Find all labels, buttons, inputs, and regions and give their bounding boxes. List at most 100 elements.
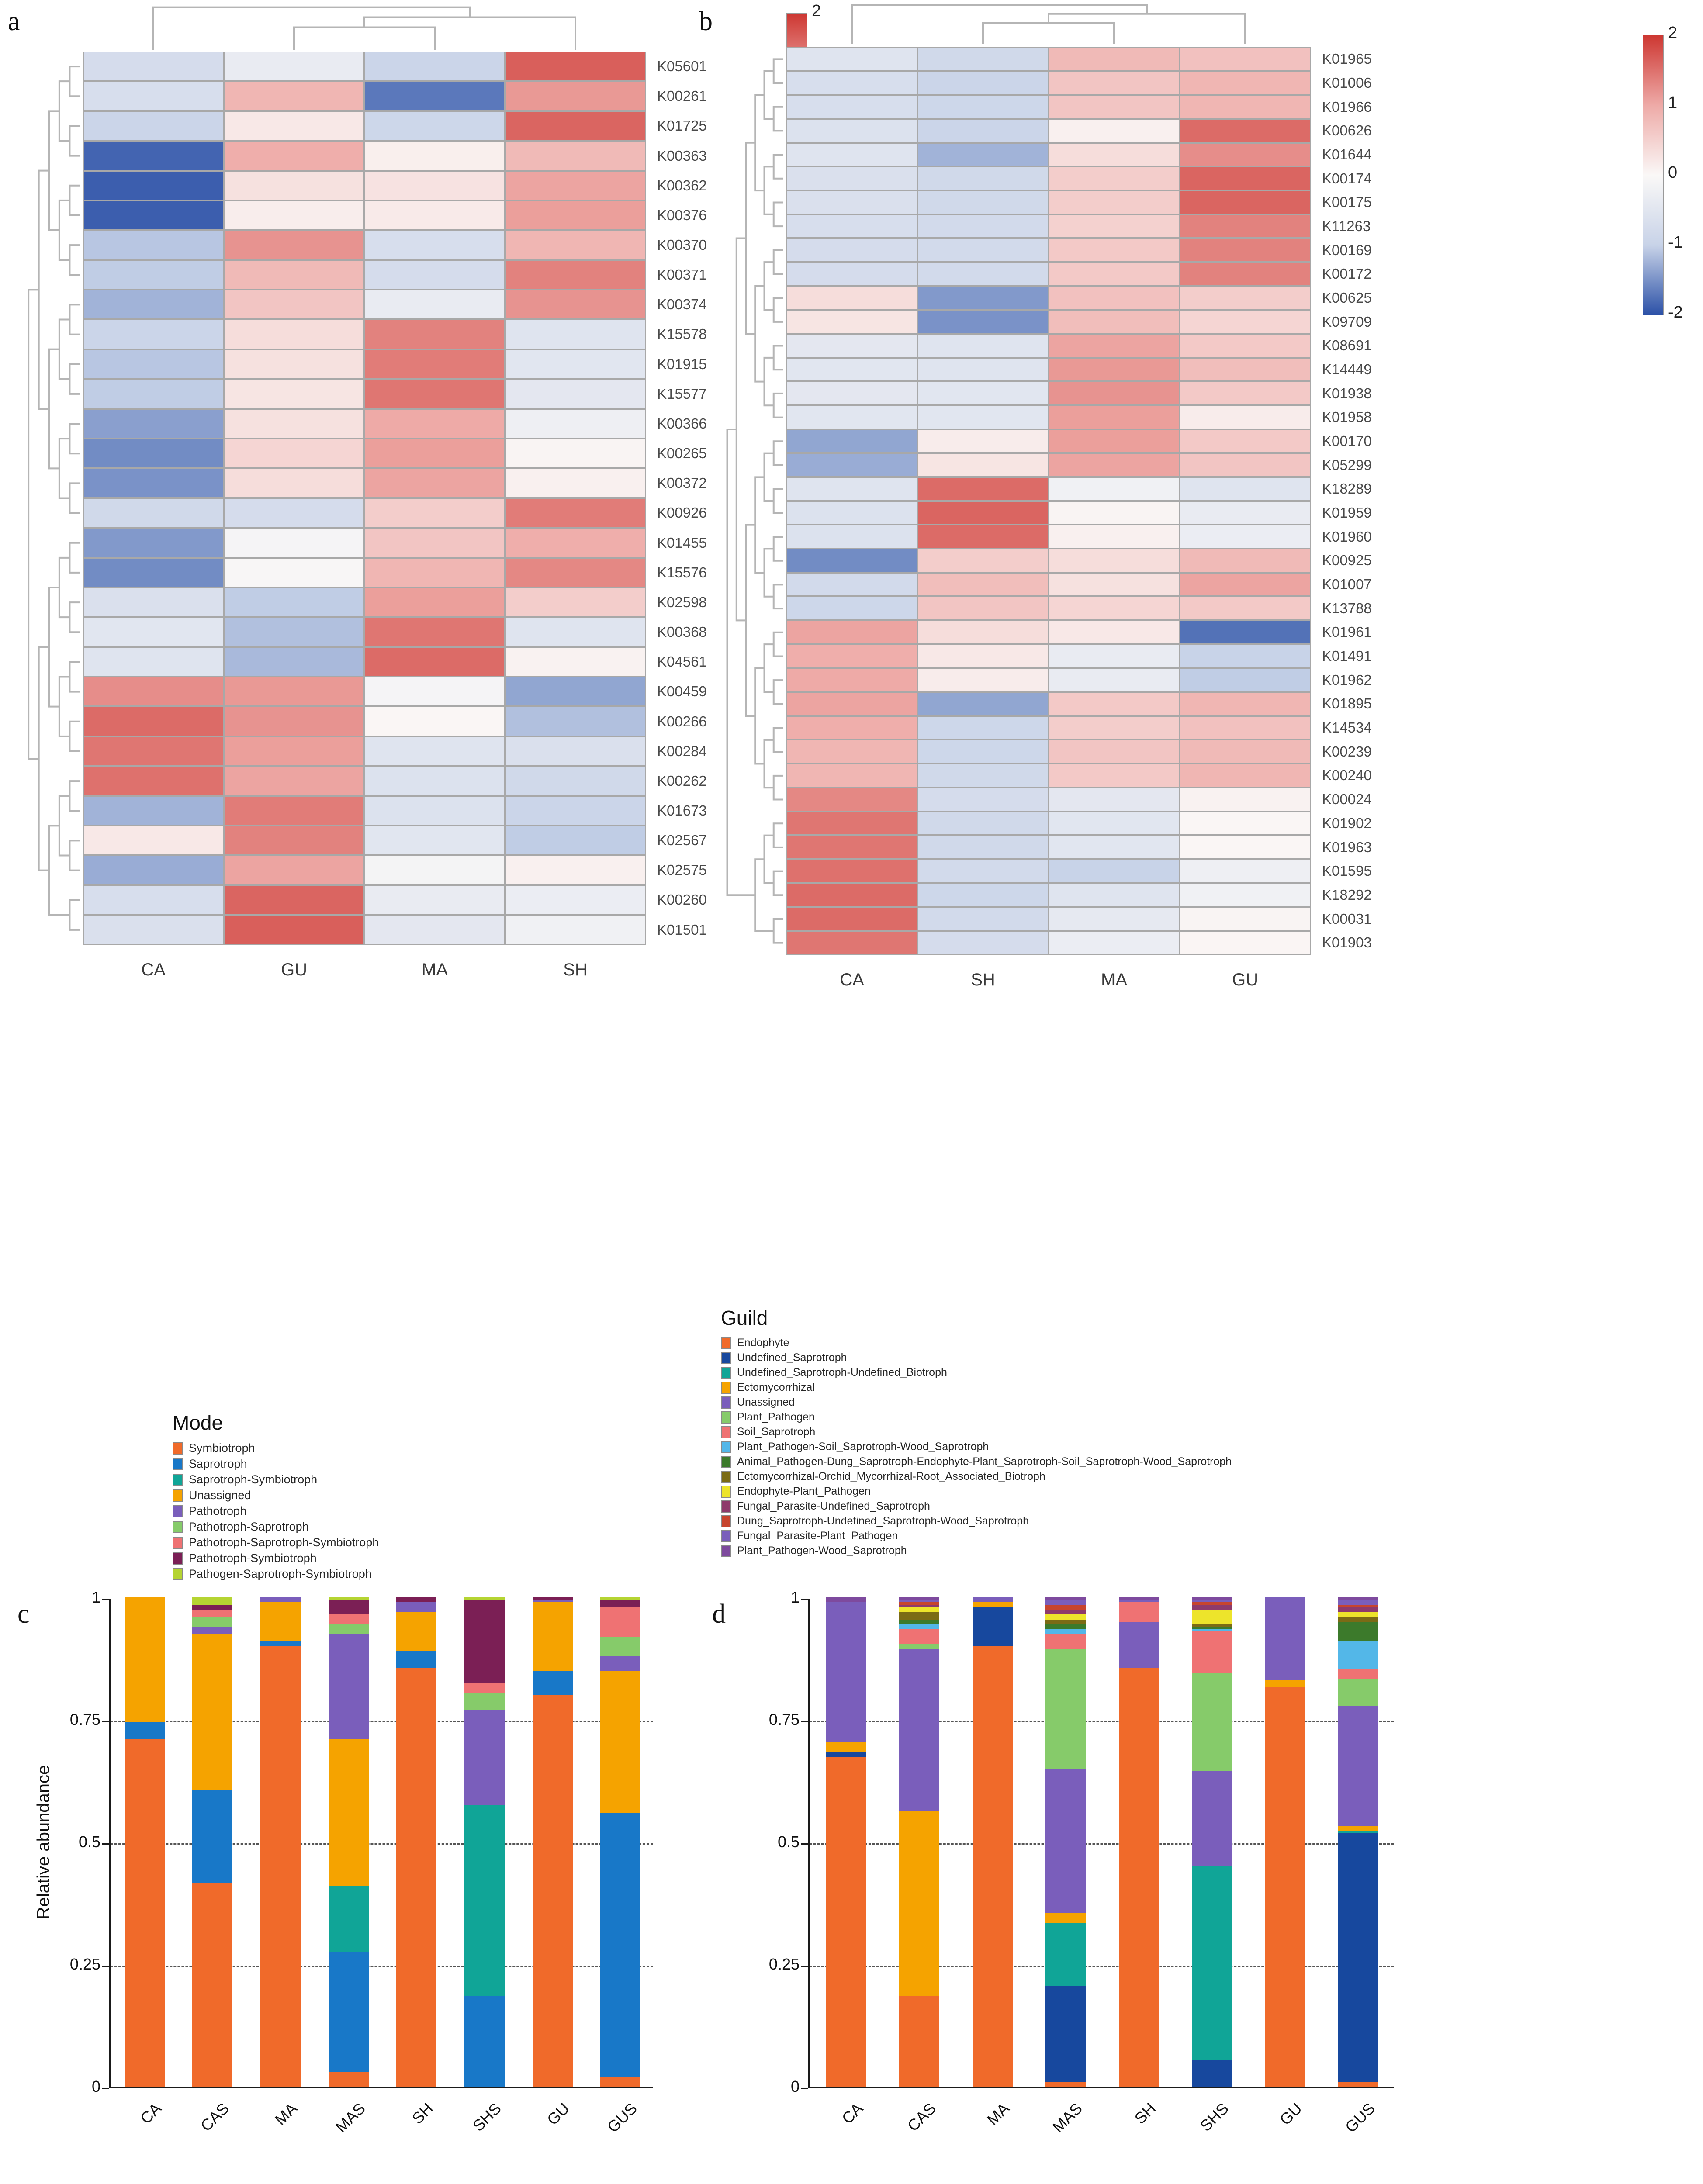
heatmap-cell xyxy=(1049,715,1180,740)
legend-item[interactable]: Plant_Pathogen-Wood_Saprotroph xyxy=(721,1545,1232,1557)
colorbar-tick-label: 1 xyxy=(1668,93,1678,112)
colorbar-tick-label: -1 xyxy=(1668,233,1683,252)
stacked-bar[interactable] xyxy=(1338,1597,1379,2087)
legend-item[interactable]: Endophyte-Plant_Pathogen xyxy=(721,1485,1232,1498)
stacked-bar[interactable] xyxy=(1118,1597,1159,2087)
legend-item[interactable]: Endophyte xyxy=(721,1337,1232,1349)
stacked-bar[interactable] xyxy=(464,1597,505,2087)
heatmap-row-label: K18289 xyxy=(1322,480,1372,497)
heatmap-row-label: K05299 xyxy=(1322,456,1372,473)
heatmap-cell xyxy=(505,408,646,439)
legend-item[interactable]: Pathotroph-Saprotroph-Symbiotroph xyxy=(173,1536,379,1549)
legend-swatch-icon xyxy=(721,1381,731,1394)
bar-segment xyxy=(1045,1619,1086,1624)
legend-item[interactable]: Ectomycorrhizal-Orchid_Mycorrhizal-Root_… xyxy=(721,1470,1232,1483)
legend-item[interactable]: Symbiotroph xyxy=(173,1441,379,1455)
legend-mode: Mode Symbiotroph Saprotroph Saprotroph-Sym… xyxy=(173,1411,379,1583)
bar-segment xyxy=(899,1597,940,1600)
heatmap-row-label: K11263 xyxy=(1322,218,1371,235)
legend-item[interactable]: Pathotroph-Symbiotroph xyxy=(173,1552,379,1565)
heatmap-cell xyxy=(786,740,917,764)
heatmap-cell xyxy=(786,596,917,621)
bar-segment xyxy=(1192,2060,1232,2087)
legend-item-label: Symbiotroph xyxy=(189,1441,255,1455)
stacked-bar[interactable] xyxy=(396,1597,437,2087)
heatmap-cell xyxy=(364,52,505,82)
legend-swatch-icon xyxy=(721,1396,731,1409)
heatmap-cell xyxy=(786,787,917,812)
legend-item[interactable]: Undefined_Saprotroph-Undefined_Biotroph xyxy=(721,1366,1232,1379)
legend-item[interactable]: Pathotroph xyxy=(173,1504,379,1518)
heatmap-cell xyxy=(1180,883,1311,907)
heatmap-cell xyxy=(786,214,917,238)
legend-item[interactable]: Soil_Saprotroph xyxy=(721,1426,1232,1438)
legend-item-label: Undefined_Saprotroph xyxy=(737,1351,847,1364)
y-axis-tick-mark xyxy=(102,1843,109,1845)
heatmap-cell xyxy=(83,617,224,647)
stacked-bar[interactable] xyxy=(899,1597,940,2087)
bar-segment xyxy=(1192,1597,1232,1600)
legend-item[interactable]: Undefined_Saprotroph xyxy=(721,1351,1232,1364)
bar-segment xyxy=(328,1600,369,1615)
heatmap-cell xyxy=(364,260,505,290)
heatmap-row-label: K01965 xyxy=(1322,51,1372,67)
heatmap-cell xyxy=(917,668,1049,692)
legend-item[interactable]: Ectomycorrhizal xyxy=(721,1381,1232,1394)
legend-item[interactable]: Pathotroph-Saprotroph xyxy=(173,1520,379,1534)
heatmap-cell xyxy=(505,587,646,617)
y-axis-tick-label: 0 xyxy=(91,2077,100,2095)
stacked-bar[interactable] xyxy=(124,1597,165,2087)
heatmap-column-labels: CA GU MA SH xyxy=(83,954,646,985)
legend-item-label: Soil_Saprotroph xyxy=(737,1426,816,1438)
legend-item[interactable]: Plant_Pathogen xyxy=(721,1411,1232,1424)
legend-item[interactable]: Saprotroph-Symbiotroph xyxy=(173,1473,379,1486)
stacked-bar[interactable] xyxy=(1265,1597,1305,2087)
heatmap-cell xyxy=(224,855,364,885)
legend-item[interactable]: Dung_Saprotroph-Undefined_Saprotroph-Woo… xyxy=(721,1515,1232,1527)
heatmap-cell xyxy=(917,883,1049,907)
heatmap-cell xyxy=(786,71,917,95)
heatmap-cell xyxy=(1180,429,1311,453)
legend-item[interactable]: Unassigned xyxy=(721,1396,1232,1409)
stacked-bar[interactable] xyxy=(532,1597,573,2087)
heatmap-cell xyxy=(224,81,364,111)
legend-item[interactable]: Fungal_Parasite-Plant_Pathogen xyxy=(721,1530,1232,1542)
stacked-bar[interactable] xyxy=(1192,1597,1232,2087)
gridline xyxy=(810,1721,1394,1722)
legend-item[interactable]: Fungal_Parasite-Undefined_Saprotroph xyxy=(721,1500,1232,1513)
heatmap-cell xyxy=(224,379,364,409)
plot-area xyxy=(808,1597,1394,2088)
heatmap-cell xyxy=(786,501,917,525)
legend-item-label: Saprotroph xyxy=(189,1457,247,1470)
stacked-bar[interactable] xyxy=(260,1597,301,2087)
heatmap-cell xyxy=(364,587,505,617)
bar-segment xyxy=(124,1722,165,1739)
stacked-bar[interactable] xyxy=(1045,1597,1086,2087)
y-axis-tick-label: 0.25 xyxy=(768,1955,800,1973)
heatmap-cell xyxy=(1049,166,1180,191)
legend-item[interactable]: Unassigned xyxy=(173,1489,379,1502)
stacked-bar[interactable] xyxy=(972,1597,1013,2087)
heatmap-cell xyxy=(1049,262,1180,286)
stacked-bar[interactable] xyxy=(826,1597,866,2087)
x-axis-tick-label: SH xyxy=(408,2099,437,2128)
heatmap-row-label: K05601 xyxy=(657,58,707,75)
bar-segment xyxy=(899,1607,940,1612)
legend-item[interactable]: Plant_Pathogen-Soil_Saprotroph-Wood_Sapr… xyxy=(721,1441,1232,1453)
legend-item[interactable]: Animal_Pathogen-Dung_Saprotroph-Endophyt… xyxy=(721,1455,1232,1468)
heatmap-cell xyxy=(83,141,224,171)
heatmap-cell xyxy=(1049,930,1180,955)
heatmap-cell xyxy=(917,859,1049,883)
heatmap-cell xyxy=(917,549,1049,573)
legend-item[interactable]: Saprotroph xyxy=(173,1457,379,1471)
legend-item[interactable]: Pathogen-Saprotroph-Symbiotroph xyxy=(173,1567,379,1581)
stacked-bar[interactable] xyxy=(192,1597,233,2087)
x-axis-tick-label: CA xyxy=(136,2099,165,2128)
stacked-bar[interactable] xyxy=(600,1597,641,2087)
stacked-bar[interactable] xyxy=(328,1597,369,2087)
heatmap-cell xyxy=(505,260,646,290)
legend-item-label: Fungal_Parasite-Plant_Pathogen xyxy=(737,1530,898,1542)
legend-item-label: Ectomycorrhizal-Orchid_Mycorrhizal-Root_… xyxy=(737,1470,1045,1482)
heatmap-cell xyxy=(917,142,1049,167)
y-axis-tick-label: 0.5 xyxy=(78,1833,100,1851)
